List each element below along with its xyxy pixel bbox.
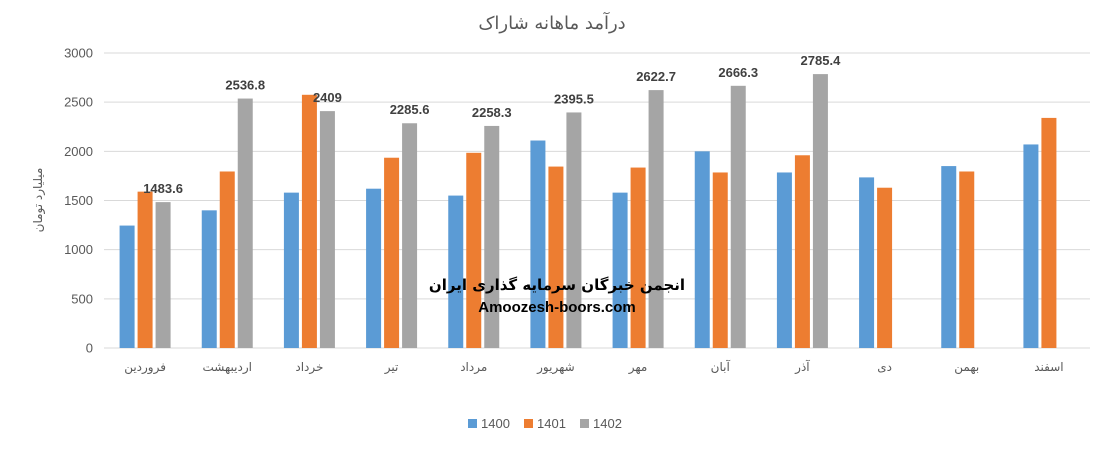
data-label: 2536.8: [225, 78, 265, 93]
legend: 1400 1401 1402: [468, 416, 622, 431]
data-label: 2785.4: [801, 53, 842, 68]
bar-1402: [402, 123, 418, 349]
x-tick-label: اسفند: [1034, 360, 1063, 374]
y-axis-label: میلیارد تومان: [31, 168, 46, 233]
bar-1402: [648, 90, 664, 348]
bar-1401: [466, 152, 482, 348]
bar-1402: [484, 125, 500, 348]
x-tick-label: بهمن: [954, 360, 979, 375]
bar-1400: [776, 172, 792, 348]
y-tick-label: 1000: [64, 242, 93, 257]
bar-1400: [448, 195, 464, 348]
bar-1401: [877, 187, 893, 348]
bar-1401: [630, 167, 646, 348]
x-tick-label: دی: [877, 360, 892, 374]
bar-1400: [1023, 144, 1039, 348]
x-tick-label: آذر: [794, 359, 810, 375]
bar-1401: [712, 172, 728, 348]
bar-1401: [1041, 117, 1057, 349]
data-label: 1483.6: [143, 181, 183, 196]
x-tick-label: اردیبهشت: [203, 360, 252, 375]
chart-title: درآمد ماهانه شاراک: [478, 11, 625, 34]
y-tick-label: 2000: [64, 144, 93, 159]
bar-1401: [219, 171, 235, 348]
bar-1402: [155, 202, 171, 348]
bar-1400: [530, 140, 546, 348]
y-tick-label: 500: [71, 291, 93, 306]
data-label: 2409: [313, 90, 342, 105]
bar-1400: [283, 192, 299, 348]
bar-1402: [566, 112, 582, 348]
legend-swatch: [524, 419, 533, 428]
legend-label: 1400: [481, 416, 510, 431]
y-axis-ticks: 0 500 1000 1500 2000 2500 3000: [64, 46, 93, 356]
legend-swatch: [468, 419, 477, 428]
x-tick-label: خرداد: [295, 360, 323, 375]
gridlines: [104, 52, 1090, 349]
y-tick-label: 1500: [64, 193, 93, 208]
bar-1402: [237, 98, 253, 348]
x-tick-label: شهریور: [536, 360, 575, 375]
bar-1401: [794, 155, 810, 348]
bar-1401: [384, 157, 400, 348]
watermark-line2: Amoozesh-boors.com: [478, 299, 636, 316]
x-tick-label: آبان: [711, 359, 731, 374]
data-label: 2622.7: [636, 69, 676, 84]
bar-1400: [859, 177, 875, 348]
bar-1401: [301, 94, 317, 349]
bar-1400: [612, 192, 628, 348]
legend-label: 1402: [593, 416, 622, 431]
bar-1402: [319, 111, 335, 349]
x-tick-label: مهر: [628, 360, 648, 375]
bars: [119, 74, 1057, 349]
x-tick-label: تیر: [384, 360, 399, 375]
data-labels: 1483.6 2536.8 2409 2285.6 2258.3 2395.5 2622.7…: [143, 53, 841, 196]
x-tick-label: فروردین: [124, 360, 166, 375]
bar-1401: [959, 171, 975, 348]
data-label: 2666.3: [718, 65, 758, 80]
watermark-line1: انجمن خبرگان سرمایه گذاری ایران: [429, 276, 685, 294]
bar-1401: [548, 166, 564, 348]
y-tick-label: 2500: [64, 95, 93, 110]
x-axis-categories: فروردین اردیبهشت خرداد تیر مرداد شهریور مهر آبا…: [124, 359, 1063, 375]
bar-1402: [730, 85, 746, 348]
watermark: انجمن خبرگان سرمایه گذاری ایران Amoozesh…: [429, 276, 685, 316]
bar-1401: [137, 191, 153, 348]
legend-label: 1401: [537, 416, 566, 431]
x-tick-label: مرداد: [460, 360, 487, 375]
bar-1400: [941, 166, 957, 348]
legend-swatch: [580, 419, 589, 428]
data-label: 2395.5: [554, 91, 594, 106]
bar-1402: [812, 74, 828, 349]
data-label: 2258.3: [472, 105, 512, 120]
bar-1400: [694, 151, 710, 348]
bar-1400: [201, 210, 217, 348]
y-tick-label: 0: [86, 341, 93, 356]
bar-1400: [366, 188, 382, 348]
y-tick-label: 3000: [64, 46, 93, 61]
data-label: 2285.6: [390, 102, 430, 117]
bar-1400: [119, 225, 135, 348]
